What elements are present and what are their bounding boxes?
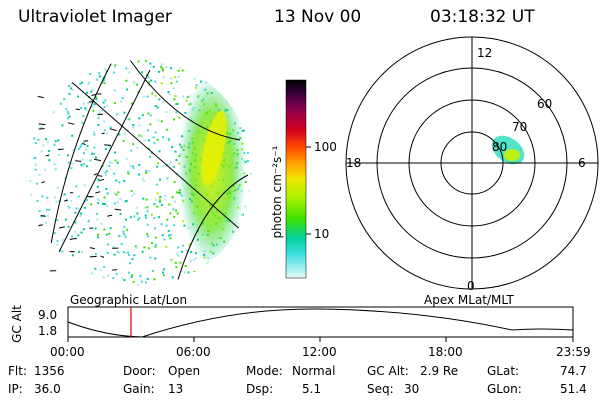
- glon-label: GLon:: [487, 382, 522, 396]
- colorbar-tick-100: 100: [314, 140, 337, 154]
- dsp-label: Dsp:: [246, 382, 274, 396]
- time-tick-0: 00:00: [50, 345, 85, 359]
- time-tick-4: 23:59: [556, 345, 591, 359]
- right-panel-caption: Apex MLat/MLT: [424, 293, 514, 307]
- coastline-segment: [59, 226, 65, 229]
- coastline-segment: [37, 95, 44, 99]
- coastline-segment: [38, 123, 46, 126]
- coastline-segment: [45, 154, 49, 157]
- altitude-tick-low: 1.8: [38, 324, 58, 338]
- seq-value: 30: [404, 382, 420, 396]
- coastline-segment: [69, 237, 77, 240]
- lat-label-80: 80: [492, 140, 508, 154]
- flt-label: Flt:: [8, 364, 27, 378]
- coastline-segment: [75, 108, 80, 111]
- coastline-segment: [67, 122, 75, 125]
- lat-label-60: 60: [537, 97, 553, 111]
- lat-label-70: 70: [512, 120, 528, 134]
- coastline-segment: [94, 158, 101, 162]
- coastline-segment: [89, 247, 95, 250]
- dsp-value: 5.1: [302, 382, 322, 396]
- coastline-segment: [88, 101, 95, 103]
- flt-value: 1356: [34, 364, 65, 378]
- door-label: Door:: [123, 364, 156, 378]
- coastline-segment: [38, 224, 43, 227]
- coastline-segment: [114, 208, 122, 211]
- gcalt-value: 2.9 Re: [420, 364, 459, 378]
- mlt-label-0: 0: [467, 279, 475, 293]
- geographic-image: [27, 60, 253, 286]
- coastline-segment: [91, 93, 98, 96]
- door-value: Open: [168, 364, 201, 378]
- altitude-tick-high: 9.0: [38, 308, 58, 322]
- coastline-segment: [101, 132, 105, 135]
- coastline-segment: [98, 175, 103, 177]
- time-label: 03:18:32 UT: [430, 7, 535, 27]
- coastline-segment: [75, 160, 82, 162]
- coastline-segment: [112, 269, 118, 271]
- mlt-label-6: 6: [578, 156, 586, 170]
- time-tick-3: 18:00: [428, 345, 463, 359]
- glat-label: GLat:: [487, 364, 520, 378]
- coastline-segment: [109, 128, 117, 132]
- coastline-segment: [95, 191, 101, 194]
- date-label: 13 Nov 00: [274, 7, 362, 27]
- gain-value: 13: [168, 382, 184, 396]
- ip-value: 36.0: [34, 382, 61, 396]
- left-panel-caption: Geographic Lat/Lon: [70, 293, 188, 307]
- glon-value: 51.4: [560, 382, 587, 396]
- colorbar: [285, 79, 311, 279]
- polar-plot: [345, 36, 599, 290]
- mode-label: Mode:: [246, 364, 283, 378]
- coastline-segment: [99, 178, 105, 182]
- gcalt-label: GC Alt:: [367, 364, 409, 378]
- coastline-segment: [40, 215, 46, 217]
- glat-value: 74.7: [560, 364, 587, 378]
- altitude-axis-label: GC Alt: [9, 305, 24, 343]
- seq-label: Seq:: [367, 382, 394, 396]
- altitude-panel: [67, 306, 574, 342]
- coastline-segment: [89, 255, 97, 258]
- time-tick-1: 06:00: [176, 345, 211, 359]
- coastline-segment: [107, 214, 113, 217]
- coastline-segment: [104, 144, 112, 146]
- mode-value: Normal: [292, 364, 336, 378]
- coastline-segment: [81, 142, 86, 146]
- colorbar-unit-label: photon cm⁻²s⁻¹: [270, 145, 284, 239]
- coastline-segment: [41, 181, 46, 184]
- mlt-label-18: 18: [346, 156, 362, 170]
- coastline-segment: [64, 199, 68, 202]
- ip-label: IP:: [8, 382, 23, 396]
- coastline-segment: [100, 255, 105, 258]
- imager-title: Ultraviolet Imager: [18, 7, 172, 27]
- gain-label: Gain:: [123, 382, 155, 396]
- mlt-label-12: 12: [477, 46, 493, 60]
- time-tick-2: 12:00: [302, 345, 337, 359]
- coastline-segment: [93, 173, 98, 176]
- colorbar-tick-10: 10: [314, 227, 330, 241]
